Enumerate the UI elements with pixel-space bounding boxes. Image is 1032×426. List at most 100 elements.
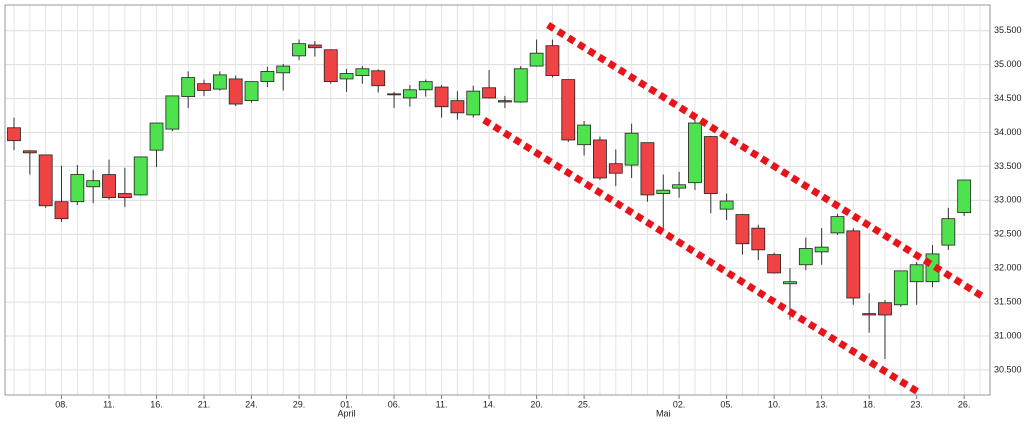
trend-channel (482, 22, 987, 395)
candle-body (149, 122, 164, 151)
x-tick-label: 21. (198, 399, 211, 409)
candle-body (846, 230, 861, 299)
candle-body (878, 302, 892, 316)
x-tick-label: 05. (720, 399, 733, 409)
candle-body (624, 132, 639, 166)
candle-body (244, 81, 259, 102)
y-tick-label: 31.000 (994, 330, 1022, 340)
x-tick-label: 10. (768, 399, 781, 409)
candle-body (814, 246, 829, 253)
x-tick-label: 08. (55, 399, 68, 409)
candle-body (38, 154, 53, 207)
candle-body (482, 87, 496, 99)
candle-body (86, 180, 101, 188)
x-tick-label: 06. (388, 399, 401, 409)
y-tick-label: 32.500 (994, 229, 1022, 239)
x-tick-label: 18. (863, 399, 876, 409)
x-tick-label: 13. (815, 399, 828, 409)
candle-body (830, 216, 845, 234)
candle-body (339, 73, 354, 80)
axis-labels: 30.500 31.000 31.500 32.000 32.500 33.000 33.5… (55, 25, 1021, 418)
candle-body (387, 93, 401, 96)
candle-body (22, 150, 37, 154)
candle-body (672, 184, 687, 189)
candle-body (165, 95, 180, 130)
x-tick-label: 01. (340, 399, 353, 409)
candle-body (593, 139, 607, 179)
x-tick-label: 20. (530, 399, 543, 409)
x-tick-label: 26. (958, 399, 971, 409)
candle-body (577, 124, 591, 146)
candle-body (767, 254, 782, 274)
grid (5, 5, 990, 395)
candle-body (688, 122, 702, 184)
candle-body (371, 70, 386, 87)
candle-body (117, 193, 132, 199)
candles (7, 39, 972, 360)
candle-body (909, 264, 924, 283)
y-tick-label: 33.500 (994, 161, 1022, 171)
candle-body (292, 43, 306, 57)
candle-body (719, 200, 734, 210)
x-month-label: Mai (656, 408, 671, 418)
candle-body (133, 156, 148, 196)
candle-body (798, 248, 813, 266)
candle-body (355, 68, 370, 76)
candle-body (703, 136, 718, 194)
y-tick-label: 33.000 (994, 195, 1022, 205)
candle-body (466, 90, 481, 116)
candle-body (54, 201, 69, 220)
y-tick-label: 34.000 (994, 127, 1022, 137)
candle-body (862, 313, 877, 316)
candle-body (498, 100, 512, 103)
candle-body (197, 83, 211, 91)
x-tick-label: 25. (578, 399, 591, 409)
x-tick-label: 29. (293, 399, 306, 409)
y-tick-label: 31.500 (994, 296, 1022, 306)
candle-body (735, 214, 750, 245)
candle-body (212, 74, 227, 90)
plot-frame (4, 4, 991, 396)
candle-body (276, 65, 291, 74)
x-tick-label: 11. (103, 399, 115, 409)
candle-body (529, 52, 544, 67)
candle-body (323, 49, 338, 83)
lower-trend-line (482, 117, 920, 395)
x-tick-label: 02. (673, 399, 686, 409)
candle-body (941, 218, 956, 246)
candle-body (640, 142, 655, 196)
candle-body (418, 81, 433, 91)
candle-body (102, 174, 116, 199)
candle-body (545, 45, 560, 76)
candle-body (181, 77, 196, 97)
y-tick-label: 35.500 (994, 25, 1022, 35)
candle-body (893, 270, 908, 306)
x-tick-label: 23. (910, 399, 923, 409)
x-tick-label: 11. (436, 399, 448, 409)
y-tick-label: 32.000 (994, 263, 1022, 273)
y-tick-label: 34.500 (994, 93, 1022, 103)
candle-body (70, 174, 85, 203)
candle-body (434, 86, 449, 108)
y-tick-label: 35.000 (994, 59, 1022, 69)
candle-body (957, 179, 972, 213)
x-month-label: April (338, 408, 356, 418)
candle-body (513, 68, 528, 103)
upper-trend-line (546, 22, 987, 301)
x-tick-label: 24. (245, 399, 258, 409)
candle-body (260, 71, 275, 83)
candle-body (7, 127, 21, 142)
candle-body (783, 281, 797, 285)
candle-body (450, 100, 465, 114)
x-tick-label: 14. (483, 399, 496, 409)
candle-body (228, 78, 243, 105)
y-tick-label: 30.500 (994, 364, 1022, 374)
candle-body (403, 89, 417, 99)
x-tick-label: 16. (150, 399, 163, 409)
candle-body (561, 79, 576, 141)
candle-body (608, 163, 623, 174)
candle-body (656, 189, 671, 194)
candle-body (307, 44, 322, 49)
candle-body (751, 227, 766, 251)
